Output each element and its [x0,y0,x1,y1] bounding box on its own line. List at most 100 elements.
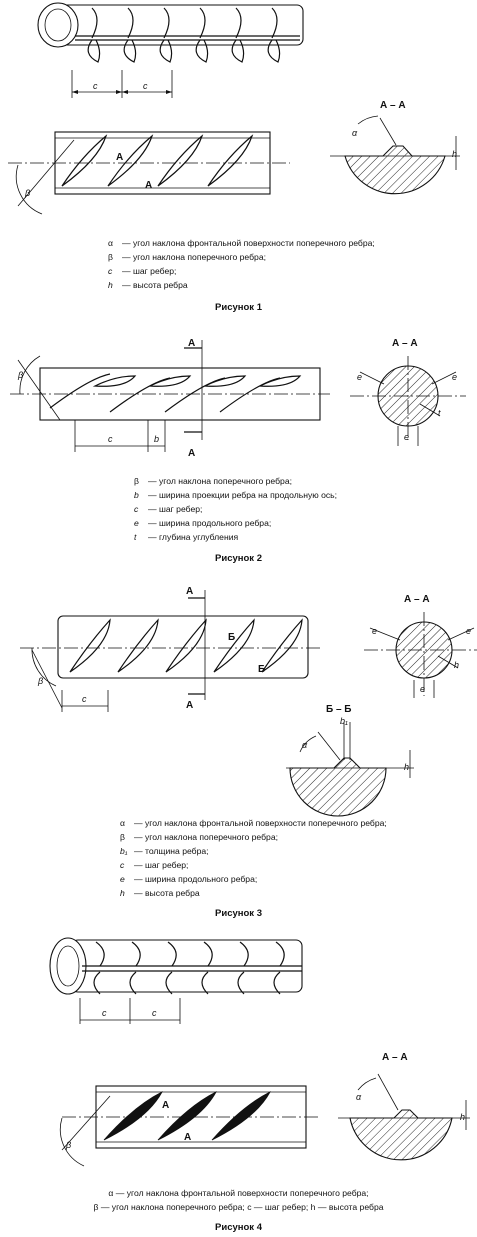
fig4-section-label: А – А [382,1052,408,1063]
legend-text: — шаг ребер; [122,266,177,276]
fig2-legend: β — угол наклона поперечного ребра; b — ши… [134,474,337,544]
fig2-cut-label-bottom: А [188,448,195,459]
legend-text: — угол наклона поперечного ребра; [148,476,292,486]
legend-text: — высота ребра [134,888,200,898]
legend-row: c — шаг ребер; [108,264,375,278]
legend-text: — шаг ребер; [148,504,203,514]
fig1-dim-beta: β [24,188,30,198]
fig3-cut-label-b1: Б [228,632,235,643]
legend-row: h — высота ребра [108,278,375,292]
fig4-section-aa: А – А α h [338,1052,470,1161]
fig1-dim-alpha: α [352,128,358,138]
legend-symbol: α [120,818,125,828]
legend-text: — толщина ребра; [134,846,209,856]
fig4-rebar-3d: c c [49,937,303,1024]
legend-text: — угол наклона фронтальной поверхности п… [134,818,387,828]
fig2-dim-t: t [438,408,441,418]
legend-symbol: e [134,518,139,528]
fig4-dim-beta: β [65,1140,71,1150]
figure-1-drawing: c c β А А А – А α h [8,2,460,215]
fig1-dim-c2: c [143,81,148,91]
figure-2-drawing: β А А c b А – А e e e t [10,338,466,459]
fig3-dim-h: h [454,660,459,670]
fig4-dim-c2: c [152,1008,157,1018]
legend-symbol: t [134,532,137,542]
fig4-legend: α — угол наклона фронтальной поверхности… [0,1186,477,1214]
fig3-dim-e3: e [420,684,425,694]
fig3-section-bb: Б – Б b₁ α h [286,704,414,817]
legend-text: — глубина углубления [148,532,239,542]
fig2-dim-beta: β [17,370,23,380]
legend-text: — угол наклона фронтальной поверхности п… [122,238,375,248]
legend-symbol: b [134,490,139,500]
fig2-section-aa: А – А e e e t [350,338,466,446]
legend-row: α — угол наклона фронтальной поверхности … [120,816,387,830]
fig2-dim-c: c [108,434,113,444]
fig4-rebar-elevation: А А β [59,1085,320,1167]
legend-symbol: h [108,280,113,290]
fig3-cut-label-b2: Б [258,664,265,675]
legend-text: — ширина проекции ребра на продольную ос… [148,490,338,500]
fig1-rebar-elevation: β А А [8,131,290,215]
fig4-dim-alpha: α [356,1092,362,1102]
fig3-legend: α — угол наклона фронтальной поверхности … [120,816,387,900]
fig4-cut-label-a1: А [162,1100,169,1111]
fig3-cut-label-top: А [186,586,193,597]
fig1-section-aa: А – А α h [330,100,460,195]
legend-symbol: β [120,832,125,842]
fig2-cut-label-top: А [188,338,195,349]
fig1-dim-h: h [452,149,457,159]
fig4-dim-c1: c [102,1008,107,1018]
legend-row: β — угол наклона поперечного ребра; [134,474,337,488]
fig3-dim-e1: e [372,626,377,636]
fig1-rebar-3d: c c [37,2,304,98]
fig2-dim-b: b [154,434,159,444]
fig3-dim-beta: β [37,676,43,686]
legend-row: β — угол наклона поперечного ребра; [120,830,387,844]
legend-symbol: α [108,238,113,248]
legend-row: c — шаг ребер; [134,502,337,516]
legend-text: — угол наклона поперечного ребра; [122,252,266,262]
legend-symbol: β [108,252,113,262]
legend-symbol: b₁ [120,846,128,856]
legend-text: — ширина продольного ребра; [148,518,272,528]
legend-row: e — ширина продольного ребра; [134,516,337,530]
figure-3-drawing: А А Б Б β c А – А e e e h [20,586,477,817]
fig4-cut-label-a2: А [184,1132,191,1143]
fig3-dim-alpha: α [302,740,308,750]
fig1-cut-label-a2: А [145,180,152,191]
legend-symbol: β [134,476,139,486]
fig1-caption: Рисунок 1 [215,302,262,313]
legend-row: h — высота ребра [120,886,387,900]
fig2-caption: Рисунок 2 [215,553,262,564]
fig3-cut-label-bottom: А [186,700,193,711]
fig3-section-aa: А – А e e e h [364,594,477,698]
legend-row: b — ширина проекции ребра на продольную о… [134,488,337,502]
legend-row: β — угол наклона поперечного ребра; c — … [93,1202,384,1212]
legend-text: — ширина продольного ребра; [134,874,258,884]
fig1-legend: α — угол наклона фронтальной поверхности … [108,236,375,292]
legend-row: b₁ — толщина ребра; [120,844,387,858]
legend-row: t — глубина углубления [134,530,337,544]
legend-text: — шаг ребер; [134,860,189,870]
fig3-dim-c: c [82,694,87,704]
fig1-dim-c1: c [93,81,98,91]
fig2-section-label: А – А [392,338,418,349]
fig1-cut-label-a1: А [116,152,123,163]
legend-text: — угол наклона поперечного ребра; [134,832,278,842]
legend-row: α — угол наклона фронтальной поверхности… [108,1188,369,1198]
legend-row: e — ширина продольного ребра; [120,872,387,886]
legend-symbol: c [134,504,139,514]
fig2-rebar-elevation: β А А c b [10,338,330,459]
legend-row: β — угол наклона поперечного ребра; [108,250,375,264]
fig3-section-label: А – А [404,594,430,605]
fig3-rebar-elevation: А А Б Б β c [20,586,320,712]
legend-row: α — угол наклона фронтальной поверхности … [108,236,375,250]
fig3-caption: Рисунок 3 [215,908,262,919]
figure-4-drawing: c c А А β А – А α h [49,937,470,1167]
fig2-dim-e3: e [404,432,409,442]
fig3-dim-b1: b₁ [340,716,348,726]
fig1-section-label: А – А [380,100,406,111]
fig4-caption: Рисунок 4 [215,1222,262,1233]
